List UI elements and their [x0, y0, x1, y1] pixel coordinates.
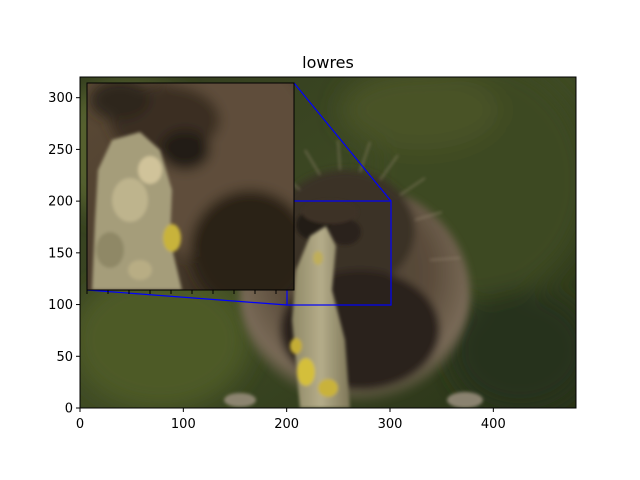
inset-tick-marks [86, 290, 277, 294]
main-axes-frame [79, 76, 577, 409]
main-photo [80, 77, 576, 408]
y-tick-label: 100 [48, 298, 73, 313]
zoom-connector-line-top [293, 82, 392, 202]
x-tick-label: 200 [274, 417, 299, 432]
x-axis: 0 100 200 300 400 [76, 408, 506, 432]
y-tick-label: 50 [56, 350, 73, 365]
x-tick-label: 100 [171, 417, 196, 432]
x-tick-label: 0 [76, 417, 84, 432]
y-tick-label: 300 [48, 91, 73, 106]
y-tick-label: 250 [48, 143, 73, 158]
y-axis: 0 50 100 150 200 250 300 [48, 91, 80, 417]
x-tick-label: 400 [481, 417, 506, 432]
y-tick-label: 0 [65, 402, 73, 417]
y-tick-label: 200 [48, 195, 73, 210]
chart-title: lowres [302, 53, 354, 72]
inset-zoom-view [87, 83, 294, 290]
x-tick-label: 300 [378, 417, 403, 432]
inset-frame [86, 82, 295, 291]
y-tick-label: 150 [48, 246, 73, 261]
zoom-connector-line-bottom [86, 289, 288, 306]
